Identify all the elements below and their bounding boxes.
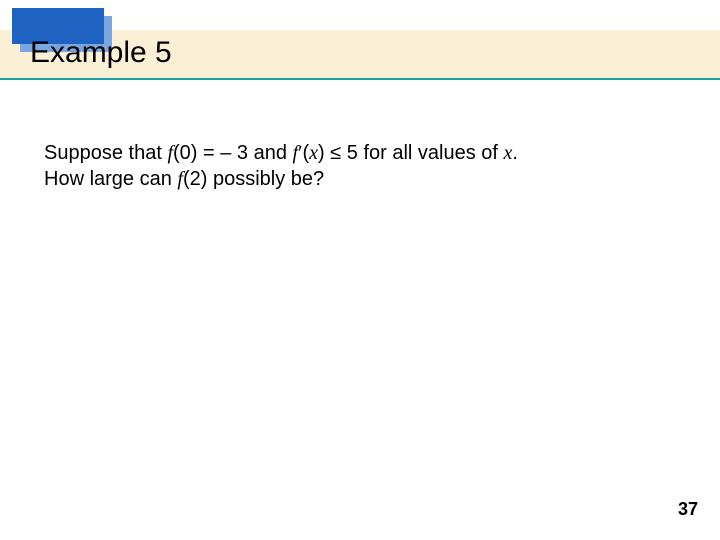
problem-line-2: How large can f(2) possibly be? bbox=[44, 166, 518, 192]
t: (2) possibly be? bbox=[183, 168, 324, 190]
title-rule-bottom bbox=[0, 78, 720, 80]
slide-title: Example 5 bbox=[30, 36, 172, 70]
page-number: 37 bbox=[678, 499, 698, 520]
t: Suppose that bbox=[44, 142, 167, 164]
problem-text: Suppose that f(0) = – 3 and f′(x) ≤ 5 fo… bbox=[44, 140, 518, 192]
t: How large can bbox=[44, 168, 177, 190]
problem-line-1: Suppose that f(0) = – 3 and f′(x) ≤ 5 fo… bbox=[44, 140, 518, 166]
t: ) ≤ 5 for all values of bbox=[318, 142, 504, 164]
slide: Example 5 Suppose that f(0) = – 3 and f′… bbox=[0, 0, 720, 540]
math-x: x bbox=[309, 142, 318, 164]
t: (0) = – 3 and bbox=[173, 142, 293, 164]
t: . bbox=[512, 142, 518, 164]
